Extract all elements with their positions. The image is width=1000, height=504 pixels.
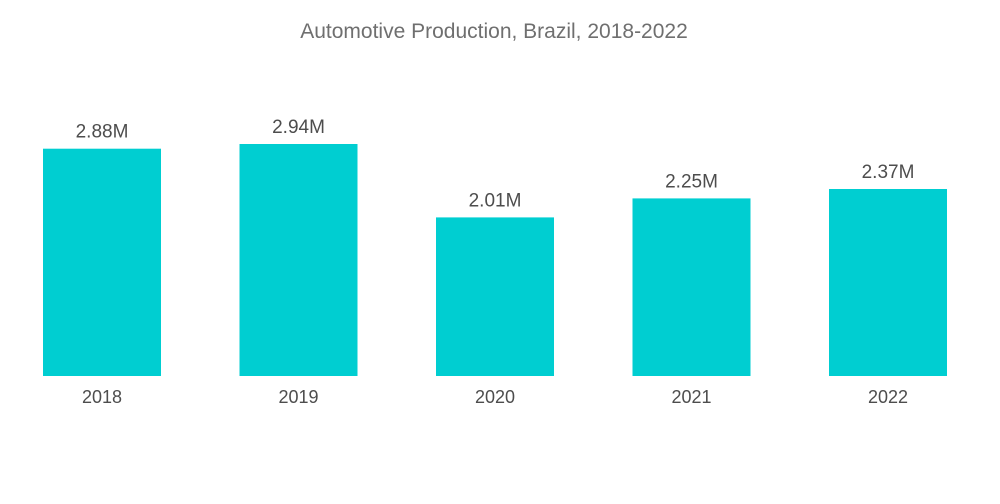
data-label-2019: 2.94M <box>272 117 325 138</box>
bar-2020 <box>436 217 554 376</box>
x-tick-label-2019: 2019 <box>278 387 318 407</box>
x-tick-labels-group: 2018 2019 2020 2021 2022 <box>82 387 908 407</box>
bar-2022 <box>829 189 947 376</box>
x-tick-label-2020: 2020 <box>475 387 515 407</box>
data-label-2018: 2.88M <box>76 122 129 143</box>
data-label-2020: 2.01M <box>469 190 522 211</box>
bar-2021 <box>632 198 751 376</box>
bar-2019 <box>239 144 358 376</box>
value-labels-group: 2.88M 2.94M 2.01M 2.25M 2.37M <box>76 117 915 211</box>
bar-2018 <box>43 148 161 376</box>
data-label-2021: 2.25M <box>665 171 718 192</box>
bars-group <box>43 144 947 376</box>
chart-title: Automotive Production, Brazil, 2018-2022 <box>300 20 688 43</box>
data-label-2022: 2.37M <box>862 162 915 183</box>
x-tick-label-2021: 2021 <box>671 387 711 407</box>
x-tick-label-2018: 2018 <box>82 387 122 407</box>
x-tick-label-2022: 2022 <box>868 387 908 407</box>
